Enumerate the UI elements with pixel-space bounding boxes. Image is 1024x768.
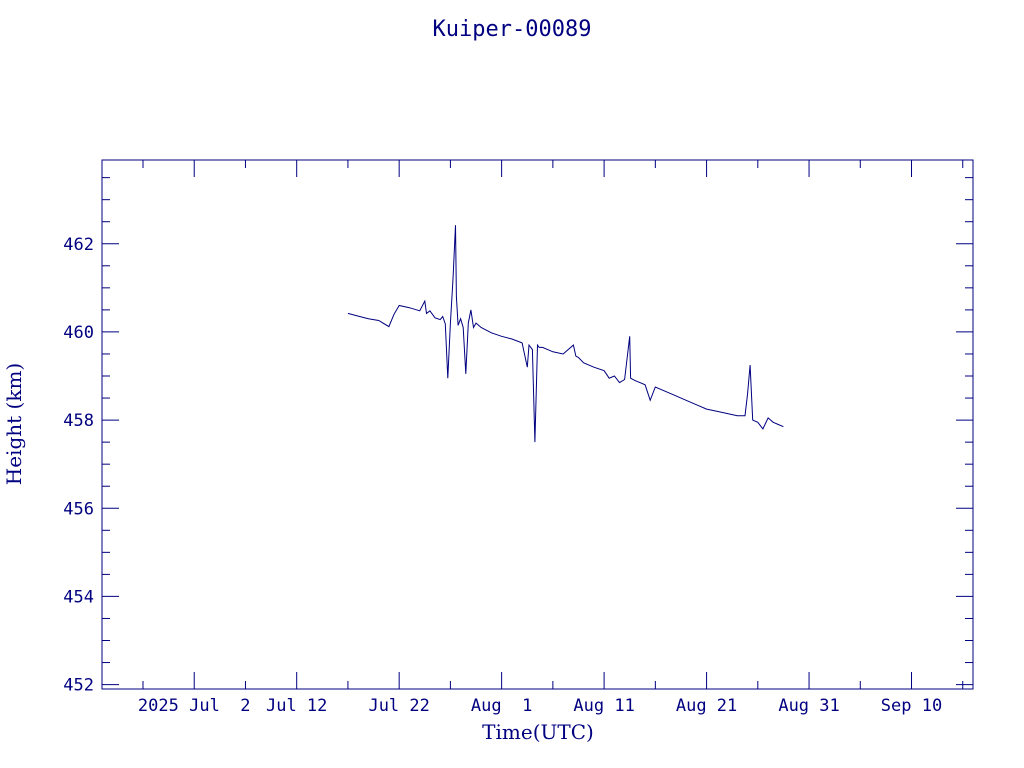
- y-tick-label: 456: [63, 499, 94, 519]
- x-tick-label: Aug 1: [471, 696, 532, 716]
- y-axis: [102, 177, 973, 686]
- x-tick-label: Jul 22: [368, 696, 429, 716]
- x-tick-label: Aug 31: [778, 696, 839, 716]
- tick-labels: 452 454 456 458 460 462 2025 Jul 2 Jul 12 Jul 22…: [63, 235, 942, 716]
- x-tick-label: Jul 12: [266, 696, 327, 716]
- x-axis: [142, 160, 964, 689]
- x-tick-label: Aug 11: [573, 696, 634, 716]
- x-tick-label: 2025 Jul 2: [138, 696, 251, 716]
- y-tick-label: 452: [63, 676, 94, 696]
- y-tick-label: 460: [63, 323, 94, 343]
- y-axis-label: Height (km): [2, 363, 26, 485]
- y-tick-label: 462: [63, 235, 94, 255]
- x-axis-label: Time(UTC): [482, 720, 594, 744]
- chart-title: Kuiper-00089: [433, 17, 592, 42]
- y-tick-label: 458: [63, 411, 94, 431]
- x-tick-label: Sep 10: [881, 696, 942, 716]
- y-tick-label: 454: [63, 587, 94, 607]
- plot-frame: [101, 159, 974, 690]
- height-series-line: [347, 225, 784, 443]
- x-tick-label: Aug 21: [676, 696, 737, 716]
